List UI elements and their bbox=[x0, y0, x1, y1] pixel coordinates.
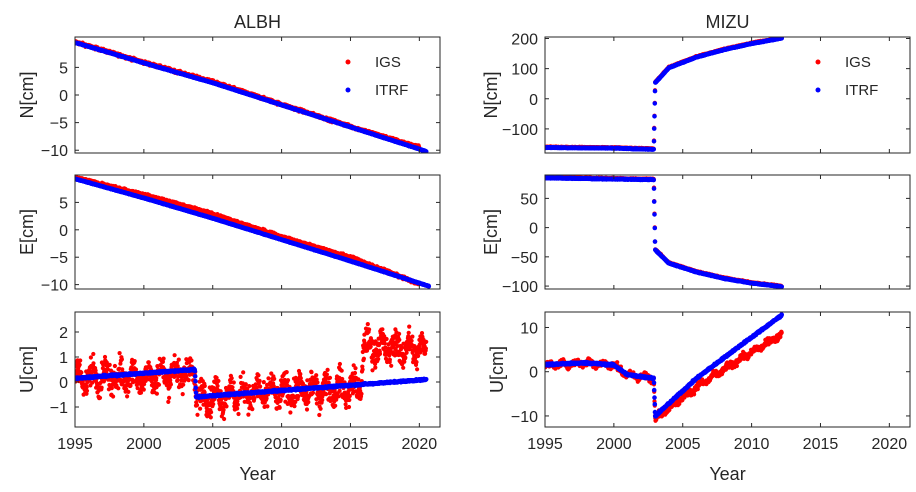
legend-label-itrf: ITRF bbox=[375, 82, 408, 99]
y-tick-label: 0 bbox=[529, 92, 538, 109]
legend-label-igs: IGS bbox=[375, 54, 401, 71]
legend-marker-igs bbox=[815, 59, 821, 65]
panel-title: ALBH bbox=[234, 12, 281, 32]
data-point-itrf bbox=[651, 126, 657, 131]
legend-marker-itrf bbox=[345, 87, 351, 93]
y-tick-label: 0 bbox=[59, 88, 68, 105]
legend-marker-igs bbox=[345, 59, 351, 65]
legend-marker-itrf bbox=[815, 87, 821, 93]
y-tick-label: 5 bbox=[59, 60, 68, 77]
y-axis-label: N[cm] bbox=[481, 72, 501, 119]
data-point-itrf bbox=[423, 149, 429, 153]
data-point-itrf bbox=[779, 37, 784, 41]
y-tick-label: 100 bbox=[511, 62, 538, 79]
y-tick-label: −5 bbox=[50, 116, 68, 133]
series-igs bbox=[545, 37, 784, 152]
data-points bbox=[75, 39, 429, 153]
series-itrf bbox=[75, 40, 429, 153]
data-point-itrf bbox=[652, 114, 657, 119]
legend: IGS ITRF bbox=[815, 54, 878, 99]
y-tick-label: −100 bbox=[502, 122, 538, 139]
data-points bbox=[75, 175, 432, 289]
panel-albh-n: −10 −5 0 5 N[cm] ALBH IGS ITRF bbox=[17, 12, 441, 160]
legend-label-itrf: ITRF bbox=[845, 82, 878, 99]
legend-label-igs: IGS bbox=[845, 54, 871, 71]
panel-mizu-n: −100 0 100 200 N[cm] MIZU IGS ITRF bbox=[481, 12, 911, 154]
data-point-itrf bbox=[651, 139, 657, 144]
data-points bbox=[545, 37, 784, 152]
data-point-itrf bbox=[652, 101, 658, 106]
axes-box bbox=[544, 36, 911, 154]
series-itrf bbox=[545, 37, 784, 152]
data-point-itrf bbox=[651, 147, 656, 152]
y-tick-label: 200 bbox=[511, 32, 538, 49]
y-tick-label: −10 bbox=[41, 143, 68, 160]
panel-title: MIZU bbox=[706, 12, 750, 32]
y-axis-label: N[cm] bbox=[17, 72, 37, 119]
legend: IGS ITRF bbox=[345, 54, 408, 99]
data-point-itrf bbox=[652, 88, 658, 94]
